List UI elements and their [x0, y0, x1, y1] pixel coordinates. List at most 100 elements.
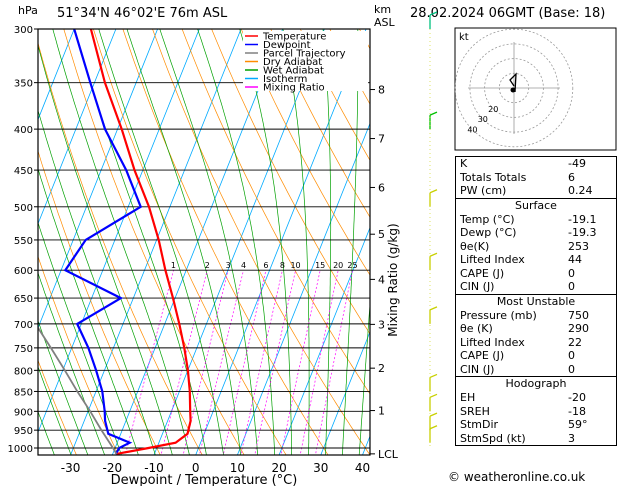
wind-barb-flag — [429, 425, 438, 430]
dry-adiabat-line — [38, 41, 203, 455]
isotherm-line — [38, 29, 159, 330]
wind-barb-flag — [429, 373, 438, 379]
mixing-ratio-line — [315, 270, 353, 455]
row-label: Lifted Index — [460, 335, 525, 349]
mixing-ratio-label: 2 — [205, 261, 210, 270]
wet-adiabat-line — [126, 29, 241, 455]
series-parcel-trajectory — [38, 326, 118, 455]
pressure-tick-label: 800 — [14, 366, 33, 377]
credit-text: © weatheronline.co.uk — [448, 470, 586, 484]
surface-title: Surface — [456, 197, 616, 213]
height-tick-label: 8 — [378, 84, 385, 97]
hodograph-ring-label: 40 — [467, 126, 477, 135]
mixing-ratio-label: 25 — [347, 261, 357, 270]
forecast-date: 28.02.2024 06GMT (Base: 18) — [410, 6, 606, 21]
mixing-ratio-label: 6 — [263, 261, 268, 270]
row-value: 0 — [568, 349, 575, 362]
most-unstable-row: Pressure (mb) 750 — [456, 309, 616, 323]
row-label: θe(K) — [460, 239, 490, 253]
mixing-ratio-line — [280, 270, 321, 455]
wind-barb-flag — [429, 412, 438, 417]
height-tick-label: 7 — [378, 133, 385, 146]
row-label: Pressure (mb) — [460, 308, 537, 322]
pressure-tick-label: 400 — [14, 125, 33, 136]
temperature-tick-label: -20 — [102, 461, 122, 475]
index-value: 6 — [568, 170, 575, 184]
mixing-ratio-label: 1 — [171, 261, 176, 270]
wind-barb-flag — [429, 393, 438, 398]
dry-adiabat-line — [299, 29, 370, 161]
wet-adiabat-line — [239, 29, 293, 455]
isotherm-line — [38, 29, 200, 434]
wind-barb-flag — [429, 252, 438, 257]
legend-label: Dewpoint — [263, 40, 311, 51]
index-value: -49 — [568, 157, 586, 170]
dry-adiabat-line — [93, 29, 287, 455]
legend-label: Isotherm — [263, 74, 307, 85]
row-value: 3 — [568, 431, 575, 445]
wet-adiabat-line — [282, 29, 310, 455]
mixing-ratio-label: 10 — [290, 261, 300, 270]
mixing-ratio-label: 20 — [333, 261, 343, 270]
hodograph-unit-label: kt — [459, 32, 469, 43]
temperature-tick-label: 10 — [230, 461, 245, 475]
temperature-tick-label: 20 — [271, 461, 286, 475]
dry-adiabat-line — [270, 29, 370, 218]
x-axis-title: Dewpoint / Temperature (°C) — [111, 473, 298, 486]
legend-label: Wet Adiabat — [263, 66, 324, 77]
hodograph-ring-label: 20 — [488, 105, 498, 114]
row-value: -20 — [568, 391, 586, 404]
hodograph-ring — [454, 28, 574, 148]
wet-adiabat-line — [38, 221, 122, 455]
surface-row: Dewp (°C) -19.3 — [456, 226, 616, 240]
wet-adiabat-line — [52, 29, 190, 455]
row-value: 253 — [568, 239, 589, 253]
row-label: CAPE (J) — [460, 266, 505, 280]
isotherm-line — [236, 122, 370, 455]
index-label: K — [460, 157, 468, 170]
surface-row: CIN (J) 0 — [456, 280, 616, 294]
legend-label: Parcel Trajectory — [263, 49, 346, 60]
wet-adiabat-line — [38, 410, 55, 455]
pressure-tick-label: 300 — [14, 25, 33, 36]
legend-background — [243, 31, 368, 91]
wet-adiabat-line — [38, 109, 156, 455]
pressure-tick-label: 700 — [14, 320, 33, 331]
legend-label: Dry Adiabat — [263, 57, 322, 68]
wind-barb-flag — [429, 189, 438, 194]
surface-row: CAPE (J) 0 — [456, 267, 616, 281]
station-info: 51°34'N 46°02'E 76m ASL — [57, 6, 228, 21]
wet-adiabat-line — [38, 271, 106, 455]
most-unstable-row: θe (K) 290 — [456, 322, 616, 336]
surface-row: Lifted Index 44 — [456, 253, 616, 267]
wet-adiabat-line — [38, 319, 89, 455]
pressure-tick-label: 600 — [14, 266, 33, 277]
mixing-ratio-line — [240, 270, 283, 455]
indices-table: K -49 Totals Totals 6 PW (cm) 0.24 Surface … — [455, 156, 617, 446]
hodograph-storm-motion — [510, 87, 516, 93]
row-value: -19.1 — [568, 212, 597, 226]
wet-adiabat-line — [38, 365, 72, 455]
pressure-tick-label: 1000 — [8, 444, 33, 455]
temperature-tick-label: 40 — [355, 461, 370, 475]
isotherm-line — [320, 330, 370, 455]
dry-adiabat-line — [38, 149, 161, 455]
row-label: StmDir — [460, 418, 499, 431]
pressure-tick-label: 550 — [14, 236, 33, 247]
row-label: SREH — [460, 404, 490, 418]
row-value: 750 — [568, 308, 589, 322]
isotherm-line — [70, 29, 242, 455]
surface-row: θe(K) 253 — [456, 240, 616, 254]
row-label: CIN (J) — [460, 280, 495, 293]
dry-adiabat-line — [240, 29, 370, 276]
most-unstable-row: CAPE (J) 0 — [456, 349, 616, 363]
hodograph-table-title: Hodograph — [456, 376, 616, 391]
mixing-ratio-axis-title: Mixing Ratio (g/kg) — [386, 223, 400, 336]
isotherm-line — [278, 226, 370, 455]
height-tick-label: 6 — [378, 181, 385, 194]
isotherm-line — [38, 29, 75, 121]
height-tick-label: 5 — [378, 228, 385, 241]
hodograph-trace — [509, 72, 517, 93]
pressure-unit-label: hPa — [18, 4, 38, 17]
